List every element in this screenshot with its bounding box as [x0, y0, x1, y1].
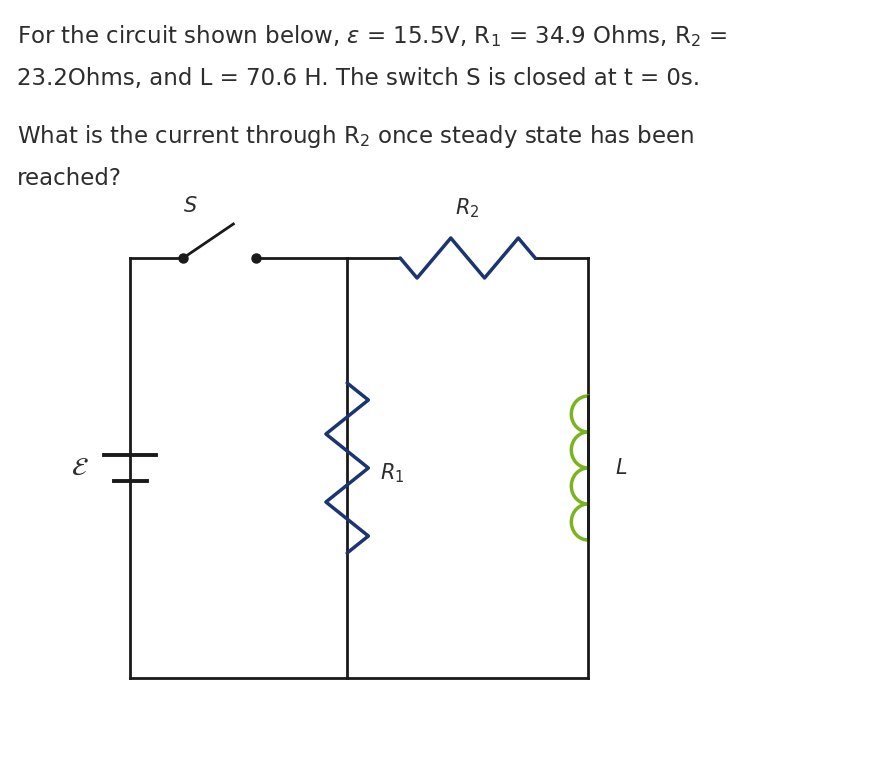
Text: S: S [184, 196, 197, 216]
Text: $\mathcal{E}$: $\mathcal{E}$ [71, 455, 89, 481]
Text: For the circuit shown below, $\epsilon$ = 15.5V, R$_1$ = 34.9 Ohms, R$_2$ =: For the circuit shown below, $\epsilon$ … [17, 23, 728, 49]
Text: reached?: reached? [17, 167, 122, 190]
Text: $R_1$: $R_1$ [380, 461, 405, 485]
Text: What is the current through R$_2$ once steady state has been: What is the current through R$_2$ once s… [17, 123, 695, 150]
Text: $R_2$: $R_2$ [455, 197, 480, 220]
Text: 23.2Ohms, and L = 70.6 H. The switch S is closed at t = 0s.: 23.2Ohms, and L = 70.6 H. The switch S i… [17, 67, 700, 90]
Text: L: L [615, 458, 627, 478]
